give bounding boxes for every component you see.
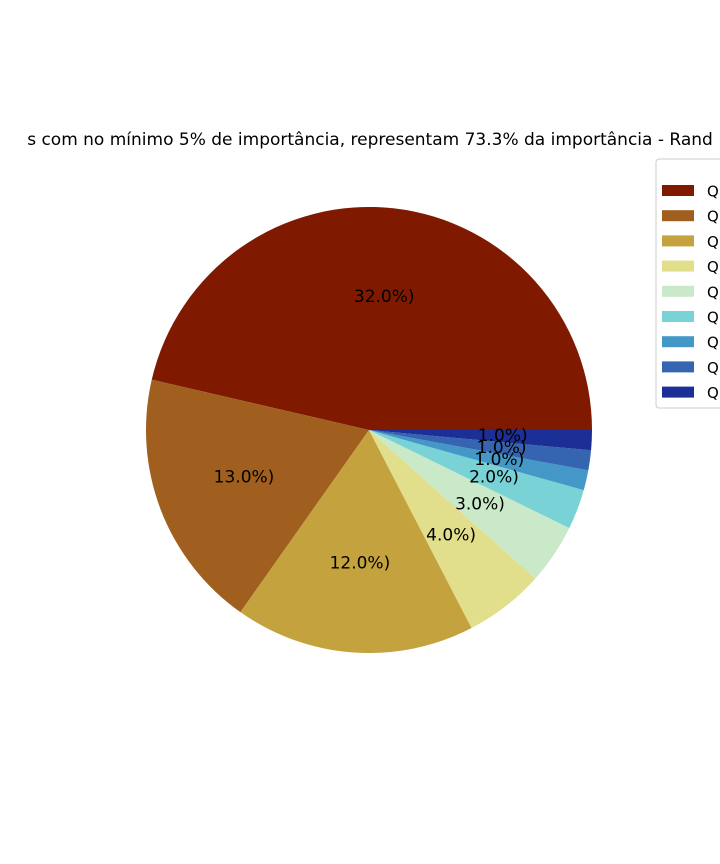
slice-label-9: 1.0%) (478, 426, 528, 446)
pie-slice-3 (240, 430, 472, 653)
pie-slice-4 (369, 430, 536, 628)
legend-label-1: Q (707, 183, 719, 201)
chart-title: s com no mínimo 5% de importância, repre… (27, 130, 713, 150)
legend-label-6: Q (707, 309, 719, 327)
pie-slice-7 (369, 430, 589, 491)
legend-label-7: Q (707, 334, 719, 352)
slice-label-4: 4.0%) (426, 526, 476, 546)
pie-slice-2 (145, 379, 369, 613)
slice-label-5: 3.0%) (455, 495, 505, 515)
legend-swatch-1 (662, 185, 694, 196)
legend-label-8: Q (707, 359, 719, 377)
pie-slice-labels: 32.0%)13.0%)12.0%)4.0%)3.0%)2.0%)1.0%)1.… (214, 287, 528, 573)
legend-label-3: Q (707, 233, 719, 251)
pie-slice-6 (369, 430, 584, 529)
legend-swatch-3 (662, 235, 694, 247)
slice-label-1: 32.0%) (354, 287, 415, 307)
legend-swatch-2 (662, 210, 694, 222)
legend-label-5: Q (707, 283, 719, 301)
legend-swatch-5 (662, 285, 694, 297)
pie-slice-9 (369, 430, 592, 451)
pie-slices (145, 206, 592, 653)
slice-label-2: 13.0%) (214, 468, 275, 488)
legend-swatch-4 (662, 260, 694, 272)
slice-label-7: 1.0%) (474, 450, 524, 470)
pie-slice-5 (369, 430, 570, 579)
legend-label-4: Q (707, 258, 719, 276)
slice-label-3: 12.0%) (330, 554, 391, 574)
slice-label-8: 1.0%) (477, 438, 527, 458)
legend-swatch-6 (662, 311, 694, 322)
legend-swatch-8 (662, 361, 694, 373)
legend-label-2: Q (707, 208, 719, 226)
pie-slice-8 (369, 430, 592, 471)
legend-label-9: Q (707, 384, 719, 402)
slice-label-6: 2.0%) (469, 468, 519, 488)
legend-swatch-9 (662, 386, 694, 398)
legend-swatch-7 (662, 336, 694, 348)
pie-slice-1 (151, 206, 592, 430)
